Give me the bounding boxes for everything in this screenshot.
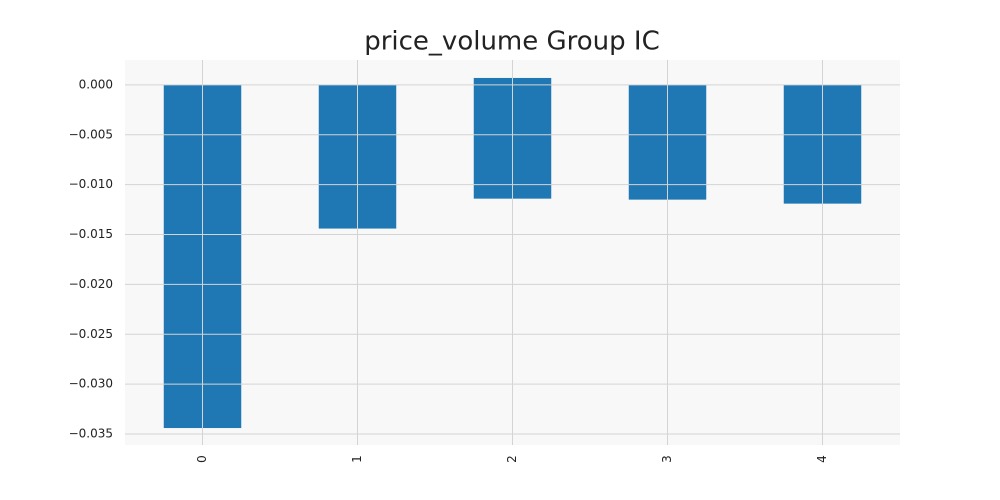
x-tick-label: 3: [660, 455, 674, 463]
x-tick-label: 2: [505, 455, 519, 463]
x-tick-label: 0: [195, 455, 209, 463]
y-tick-label: −0.005: [69, 127, 113, 141]
y-tick-label: −0.010: [69, 177, 113, 191]
y-tick-label: 0.000: [79, 77, 113, 91]
y-tick-label: −0.030: [69, 377, 113, 391]
y-tick-label: −0.025: [69, 327, 113, 341]
y-tick-label: −0.020: [69, 277, 113, 291]
x-tick-label: 1: [350, 455, 364, 463]
chart-title: price_volume Group IC: [364, 27, 660, 57]
x-tick-label: 4: [815, 455, 829, 463]
y-tick-label: −0.015: [69, 227, 113, 241]
y-tick-label: −0.035: [69, 427, 113, 441]
